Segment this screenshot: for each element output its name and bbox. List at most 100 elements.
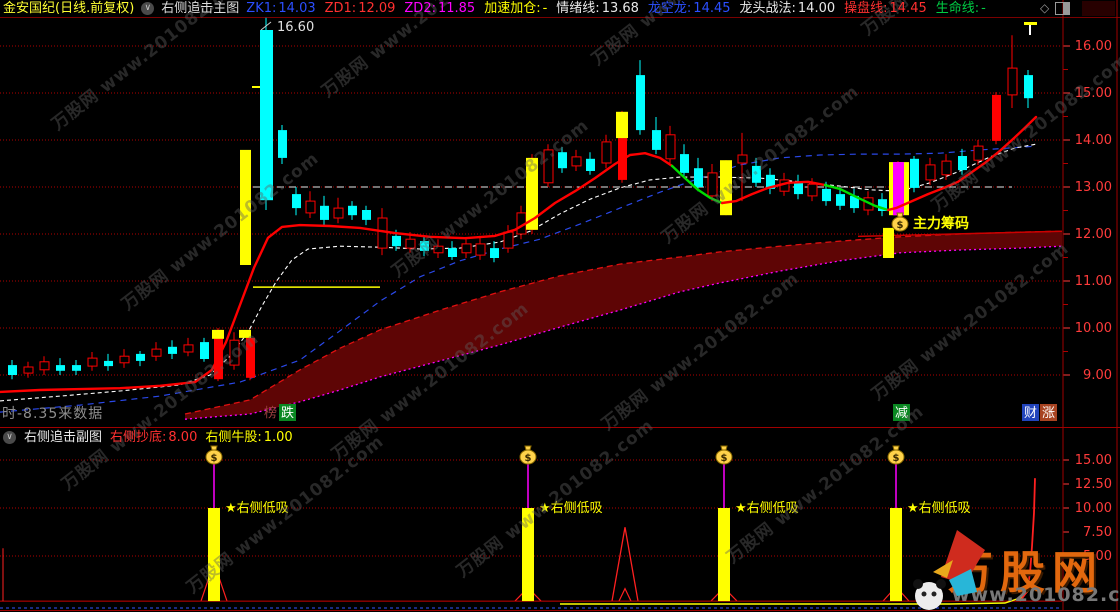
- stat-label: 右侧抄底:: [110, 430, 167, 445]
- path: [210, 445, 218, 451]
- y-axis-label: 12.50: [1075, 477, 1112, 492]
- candle-body: [200, 342, 209, 359]
- chaodi-spike: [611, 527, 639, 602]
- diamond-icon[interactable]: ◇: [1040, 1, 1050, 15]
- candle-body: [8, 365, 17, 375]
- collapse-chevron-icon[interactable]: ∨: [141, 2, 155, 15]
- candle-body: [925, 164, 936, 181]
- y-axis-label: 15.00: [1075, 86, 1112, 101]
- indicator-label: 龙空龙:: [647, 1, 692, 16]
- candle-body: [392, 235, 401, 247]
- candle-body: [246, 337, 255, 378]
- indicator-values: ZK1: 14.03 ZD1: 12.09 ZD2: 11.85 加速加仓: - 情绪线: 13.…: [246, 0, 986, 17]
- white-ma-line: [0, 143, 1037, 402]
- stat-value: 1.00: [263, 430, 293, 445]
- sub-signal-label: ★右侧低吸: [225, 501, 289, 516]
- candle-body: [1024, 75, 1033, 99]
- y-axis-label: 15.00: [1075, 453, 1112, 468]
- y-axis-label: 13.00: [1075, 180, 1112, 195]
- candle-body: [822, 188, 831, 202]
- candle-body: [850, 195, 859, 209]
- ellipse: [891, 216, 909, 232]
- candle-body: [292, 194, 301, 209]
- candle-body: [420, 241, 429, 251]
- dollar-glyph: $: [525, 453, 532, 464]
- main-panel-title[interactable]: 右侧追击主图: [161, 1, 240, 16]
- candle-body: [320, 205, 329, 220]
- candle-body: [503, 231, 514, 249]
- y-axis-label: 10.00: [1075, 321, 1112, 336]
- candle-body: [39, 361, 50, 371]
- candle-body: [72, 365, 81, 371]
- candle-body: [737, 154, 748, 164]
- candle-body: [973, 145, 984, 161]
- indicator-6: 龙头战法: 14.00: [740, 0, 836, 17]
- indicator-value: -: [542, 1, 548, 16]
- t-marker-stem: [1029, 25, 1031, 35]
- candle-body: [558, 152, 567, 169]
- path: [524, 445, 532, 451]
- t-marker-top: [1024, 22, 1037, 25]
- sub-stat-1: 右侧抄底: 8.00: [110, 429, 197, 446]
- indicator-5: 龙空龙: 14.45: [648, 0, 731, 17]
- dollar-glyph: $: [721, 453, 728, 464]
- candle-body: [104, 360, 113, 367]
- candle-body: [941, 160, 952, 176]
- candle-body: [405, 238, 416, 249]
- y-axis-label: 9.00: [1083, 368, 1112, 383]
- main-signal-column: [239, 329, 251, 338]
- indicator-2: ZD2: 11.85: [404, 0, 475, 17]
- candle-body: [87, 357, 98, 367]
- y-axis-label: 14.00: [1075, 133, 1112, 148]
- main-signal-column: [526, 157, 538, 230]
- indicator-label: 生命线:: [935, 1, 980, 16]
- stock-title[interactable]: 金安国纪(日线.前复权): [3, 1, 135, 16]
- candle-body: [333, 207, 344, 219]
- dollar-glyph: $: [211, 453, 218, 464]
- main-signal-column: [883, 227, 894, 258]
- split-window-icon[interactable]: [1055, 2, 1071, 15]
- sub-signal-bar: [718, 508, 730, 602]
- candle-body: [543, 149, 554, 184]
- candle-body: [475, 243, 486, 256]
- indicator-value: 14.00: [797, 1, 836, 16]
- path: [892, 445, 900, 451]
- candle-body: [377, 217, 388, 249]
- candle-body: [878, 199, 887, 211]
- blue-ma-line: [0, 145, 1037, 413]
- candle-body: [694, 168, 703, 187]
- ellipse: [887, 449, 905, 465]
- indicator-4: 情绪线: 13.68: [556, 0, 639, 17]
- sub-stat-2: 右侧牛股: 1.00: [205, 429, 292, 446]
- candle-body: [136, 353, 145, 361]
- sub-signal-label: ★右侧低吸: [539, 501, 603, 516]
- collapse-chevron-icon[interactable]: ∨: [3, 431, 16, 444]
- candle-body: [794, 181, 803, 195]
- candle-body: [652, 130, 661, 150]
- indicator-7: 操盘线: 14.45: [844, 0, 927, 17]
- candle-body: [461, 243, 472, 254]
- ticker-tag-bg: [279, 404, 296, 421]
- ticker-tag: 跌: [281, 405, 294, 421]
- indicator-label: ZD2:: [404, 1, 436, 16]
- ticker-tag: 财: [1024, 406, 1037, 421]
- yellow-mark: [252, 86, 262, 88]
- indicator-1: ZD1: 12.09: [325, 0, 396, 17]
- candle-body: [448, 248, 457, 257]
- main-signal-column: [240, 149, 251, 265]
- sub-panel-title[interactable]: 右侧追击副图: [24, 430, 103, 445]
- candle-body: [992, 94, 1001, 141]
- chip-band-top-edge: [184, 230, 1063, 415]
- ticker-tag-bg: [893, 404, 910, 421]
- ellipse: [205, 449, 223, 465]
- sub-red-rise: [1019, 478, 1036, 602]
- ticker-tag: 涨: [1042, 406, 1055, 421]
- indicator-8: 生命线: -: [936, 0, 986, 17]
- high-price-label: 16.60: [277, 20, 314, 35]
- candle-body: [490, 248, 499, 258]
- stat-value: 8.00: [168, 430, 198, 445]
- candle-body: [56, 365, 65, 371]
- chip-label: 主力筹码: [913, 215, 969, 232]
- chip-band: [185, 231, 1062, 420]
